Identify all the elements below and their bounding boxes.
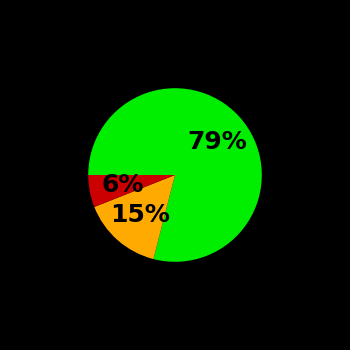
Wedge shape [88, 88, 262, 262]
Text: 15%: 15% [110, 203, 170, 227]
Text: 79%: 79% [187, 131, 247, 154]
Text: 6%: 6% [102, 173, 144, 197]
Wedge shape [88, 175, 175, 207]
Wedge shape [94, 175, 175, 259]
